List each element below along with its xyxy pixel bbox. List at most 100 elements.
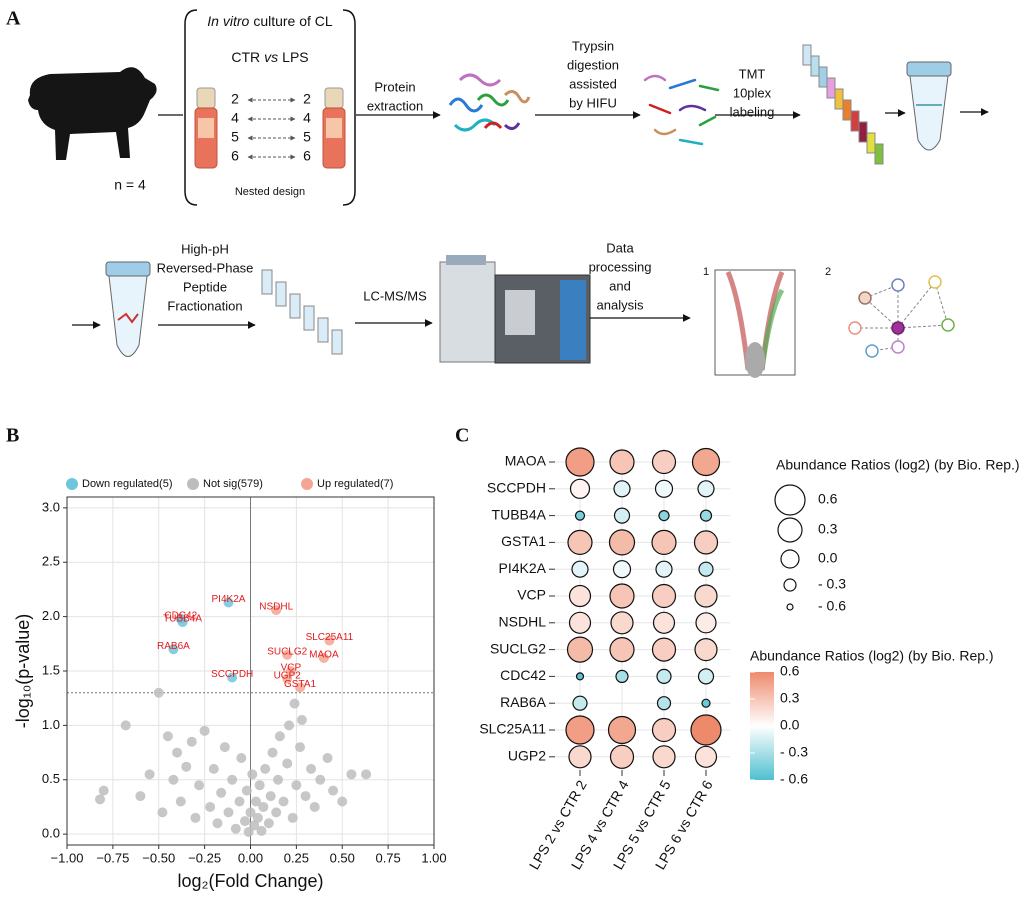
x-axis-title: log₂(Fold Change) <box>177 871 323 891</box>
dot <box>572 695 588 711</box>
step-label: Fractionation <box>167 298 242 313</box>
x-tick-label: 0.00 <box>238 850 263 865</box>
dot <box>609 744 635 769</box>
data-point <box>175 796 186 807</box>
point-label: CDC42 <box>164 610 197 621</box>
step-label: extraction <box>367 98 423 113</box>
y-axis-title: -log₁₀(p-value) <box>13 614 33 729</box>
fraction-tubes <box>261 269 343 355</box>
row-label: TUBB4A <box>492 506 547 522</box>
y-tick-label: 3.0 <box>42 499 60 514</box>
data-point <box>300 791 311 802</box>
dot <box>656 668 672 685</box>
data-point <box>282 649 293 660</box>
dot <box>701 698 711 708</box>
data-point <box>227 672 238 683</box>
row-label: UGP2 <box>508 748 546 764</box>
x-tick-label: 0.75 <box>375 850 400 865</box>
culture-tube <box>322 87 346 169</box>
row-label: VCP <box>517 587 546 603</box>
data-point <box>120 720 131 731</box>
data-point <box>199 725 210 736</box>
data-point <box>219 742 230 753</box>
dot <box>651 583 677 609</box>
panel-label: B <box>6 425 19 447</box>
dot <box>565 447 595 477</box>
dot <box>565 715 595 745</box>
panel-a-graphics <box>28 9 989 378</box>
data-point <box>318 652 329 663</box>
step-label: labeling <box>730 104 775 119</box>
x-tick-label: 0.50 <box>330 850 355 865</box>
comparison-vs: vs <box>264 49 278 65</box>
data-point <box>328 785 339 796</box>
legend-swatch <box>301 478 313 490</box>
dot <box>697 668 715 685</box>
mini-volcano <box>714 269 796 378</box>
row-label: MAOA <box>505 453 547 469</box>
data-point <box>324 635 335 646</box>
bracket-left <box>184 9 198 206</box>
culture-title-italic: In vitro <box>207 13 249 29</box>
point-label: TUBB4A <box>163 614 202 625</box>
dot <box>571 560 589 578</box>
data-point <box>98 785 109 796</box>
pair-left: 2 <box>231 91 239 107</box>
step-label: by HIFU <box>569 95 617 110</box>
data-point <box>258 801 269 812</box>
dot <box>656 696 672 711</box>
colorbar-label: 0.6 <box>780 663 800 679</box>
bracket-right <box>342 9 356 206</box>
data-point <box>295 742 306 753</box>
data-point <box>278 796 289 807</box>
dot <box>568 584 592 608</box>
tmt-tubes <box>802 44 884 165</box>
point-label: VCP <box>281 663 302 674</box>
row-label: CDC42 <box>500 667 546 683</box>
data-point <box>361 769 372 780</box>
row-label: SLC25A11 <box>479 721 546 737</box>
dot <box>608 529 636 556</box>
data-point <box>181 761 192 772</box>
culture-title: In vitro culture of CL <box>207 13 333 29</box>
lcms-instrument <box>439 255 591 364</box>
data-point <box>295 682 306 693</box>
eppendorf-tube <box>906 61 952 151</box>
legend-swatch <box>66 478 78 490</box>
point-label: PI4K2A <box>212 594 246 605</box>
data-point <box>285 666 296 676</box>
data-point <box>254 780 265 791</box>
data-point <box>236 753 247 763</box>
data-point <box>287 812 298 823</box>
point-label: NSDHL <box>259 602 293 613</box>
data-point <box>157 807 168 818</box>
data-point <box>271 807 282 818</box>
data-point <box>337 796 348 807</box>
size-key <box>774 484 806 516</box>
dot <box>613 480 631 498</box>
protein-icon <box>448 73 531 132</box>
data-point <box>227 774 238 785</box>
dot <box>695 612 717 634</box>
network-icon <box>855 281 949 352</box>
row-label: GSTA1 <box>501 533 546 549</box>
data-point <box>194 780 205 791</box>
pair-right: 4 <box>303 110 311 126</box>
point-label: RAB6A <box>157 641 190 652</box>
network-nodes <box>848 275 955 358</box>
size-key-label: 0.0 <box>818 550 838 566</box>
data-point <box>282 673 293 684</box>
dot <box>609 636 635 663</box>
data-point <box>135 791 146 802</box>
data-point <box>267 747 278 758</box>
dot <box>694 745 718 768</box>
culture-title-rest: culture of CL <box>253 13 333 29</box>
point-label: SLC25A11 <box>306 632 354 643</box>
data-point <box>223 807 234 818</box>
panel-label: A <box>6 8 21 30</box>
comparison-ctr: CTR <box>231 49 260 65</box>
dot <box>610 611 634 635</box>
x-tick-label: −0.25 <box>188 850 221 865</box>
dot <box>651 637 677 662</box>
y-tick-label: 1.0 <box>42 717 60 732</box>
